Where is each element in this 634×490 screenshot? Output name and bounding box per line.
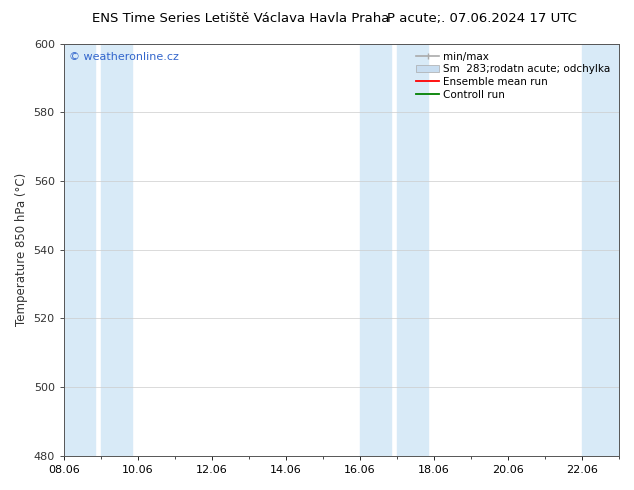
Bar — [582, 44, 619, 456]
Text: © weatheronline.cz: © weatheronline.cz — [69, 52, 179, 62]
Bar — [397, 44, 429, 456]
Bar — [64, 44, 95, 456]
Bar — [360, 44, 391, 456]
Text: P acute;. 07.06.2024 17 UTC: P acute;. 07.06.2024 17 UTC — [387, 12, 577, 25]
Y-axis label: Temperature 850 hPa (°C): Temperature 850 hPa (°C) — [15, 173, 28, 326]
Bar — [101, 44, 133, 456]
Legend: min/max, Sm  283;rodatn acute; odchylka, Ensemble mean run, Controll run: min/max, Sm 283;rodatn acute; odchylka, … — [413, 49, 614, 103]
Text: ENS Time Series Letiště Václava Havla Praha: ENS Time Series Letiště Václava Havla Pr… — [92, 12, 390, 25]
